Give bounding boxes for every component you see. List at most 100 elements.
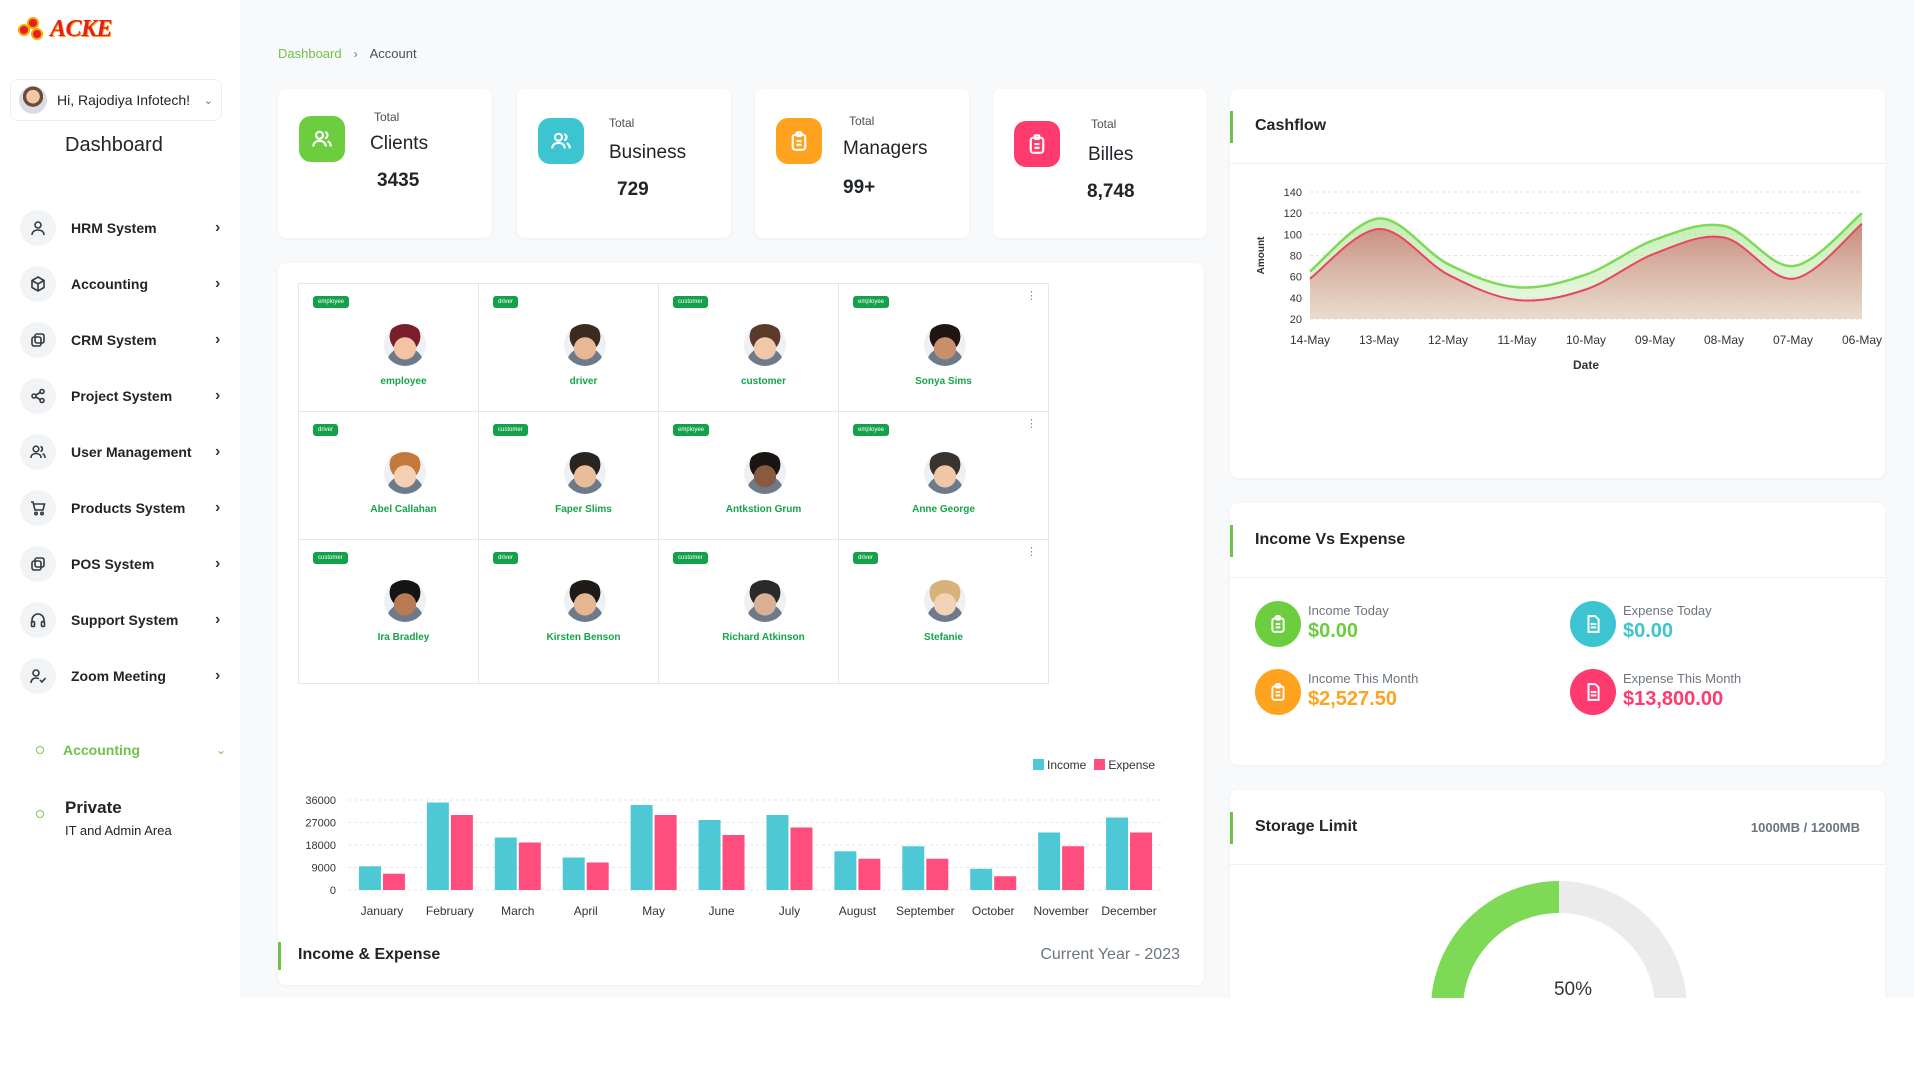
employee-card[interactable]: customer⋮Faper Slims [478,411,689,556]
y-tick-label: 36000 [305,795,336,807]
breadcrumb: Dashboard › Account [278,46,417,61]
bar-expense[interactable] [722,835,745,890]
employee-card[interactable]: customer⋮customer [658,283,869,428]
sidebar-item-label: Accounting [71,276,148,292]
more-options-icon[interactable]: ⋮ [1026,418,1037,430]
bar-income[interactable] [698,820,721,890]
stat-card-business[interactable]: Total Business 729 [517,89,731,238]
bar-income[interactable] [358,866,381,890]
sidebar-item-pos-system[interactable]: POS System › [20,536,230,592]
bar-expense[interactable] [518,842,541,891]
legend-expense[interactable]: Expense [1094,758,1155,772]
sidebar-item-hrm-system[interactable]: HRM System › [20,200,230,256]
role-badge: driver [853,552,879,564]
x-tick-label: July [779,904,800,918]
stat-value: 8,748 [1087,181,1135,202]
user-menu[interactable]: Hi, Rajodiya Infotech! ⌄ [10,79,222,121]
stat-value: 729 [617,179,649,200]
y-tick-label: 60 [1290,272,1302,284]
legend-income[interactable]: Income [1033,758,1086,772]
sidebar-item-crm-system[interactable]: CRM System › [20,312,230,368]
breadcrumb-home-link[interactable]: Dashboard [278,46,342,61]
more-options-icon[interactable]: ⋮ [1026,546,1037,558]
employee-card[interactable]: customer⋮Ira Bradley [298,539,509,684]
area-series-lower [1310,223,1862,319]
employee-card[interactable]: employee⋮Antkstion Grum [658,411,869,556]
stat-card-billes[interactable]: Total Billes 8,748 [993,89,1207,238]
bar-expense[interactable] [926,858,949,890]
bar-income[interactable] [834,851,857,890]
employee-name: Richard Atkinson [722,632,805,643]
role-badge: customer [673,296,708,308]
bar-income[interactable] [1106,817,1129,891]
role-badge: driver [493,552,519,564]
bar-income[interactable] [1038,832,1061,891]
line-series-upper[interactable] [1309,212,1863,289]
brand-name: ACKE [50,16,113,42]
bar-income[interactable] [766,815,789,890]
stat-name: Business [609,142,687,163]
bar-expense[interactable] [382,873,405,890]
employee-card[interactable]: driver ⋮ Stefanie [838,539,1049,684]
bar-expense[interactable] [994,876,1017,890]
bar-expense[interactable] [654,815,677,890]
clipboard-icon [1255,669,1301,715]
ie-value: $13,800.00 [1623,688,1724,710]
brand-logo[interactable]: ACKE [18,16,113,43]
role-badge: employee [853,296,890,308]
bar-income[interactable] [970,868,993,890]
bar-income[interactable] [902,846,925,890]
employee-name: driver [569,376,598,387]
role-badge: customer [493,424,528,436]
chevron-right-icon: › [215,499,221,516]
avatar [744,324,786,366]
stat-name: Managers [843,138,928,159]
bar-expense[interactable] [586,862,609,891]
y-tick-label: 40 [1290,293,1302,305]
cashflow-header: Cashflow [1230,89,1885,164]
sidebar-item-zoom-meeting[interactable]: Zoom Meeting › [20,648,230,704]
sidebar-item-products-system[interactable]: Products System › [20,480,230,536]
sidebar-item-label: Products System [71,500,186,516]
chevron-right-icon: › [215,667,221,684]
line-series-lower[interactable] [1309,222,1863,302]
avatar [384,452,426,494]
bar-income[interactable] [494,837,517,891]
stat-card-clients[interactable]: Total Clients 3435 [278,89,492,238]
employee-card[interactable]: customer⋮Richard Atkinson [658,539,869,684]
avatar [924,580,966,622]
stat-card-managers[interactable]: Total Managers 99+ [755,89,969,238]
bar-income[interactable] [630,805,653,890]
workspace-title: Private [65,798,122,817]
bar-income[interactable] [562,857,585,891]
bar-expense[interactable] [790,827,813,891]
x-tick-label: 12-May [1428,333,1468,347]
cashflow-area-chart: 20 40 60 80 100 120 140 14-May 13-May 12-May 11-Ma… [1256,187,1882,372]
bar-expense[interactable] [1130,832,1153,891]
employee-name: customer [740,376,786,387]
employee-name: Kirsten Benson [546,632,621,643]
income-vs-expense-title: Income Vs Expense [1255,531,1406,548]
sidebar-item-support-system[interactable]: Support System › [20,592,230,648]
employee-card[interactable]: employee ⋮ Sonya Sims [838,283,1049,428]
bar-expense[interactable] [1062,846,1085,890]
bar-expense[interactable] [450,815,473,890]
bar-income[interactable] [426,802,449,891]
sidebar-item-accounting[interactable]: Accounting › [20,256,230,312]
bar-expense[interactable] [858,858,881,890]
stat-label: Total [609,116,635,130]
chevron-right-icon: › [215,275,221,292]
more-options-icon[interactable]: ⋮ [1026,290,1037,302]
chart-legend: Income Expense [1033,758,1155,772]
employee-card[interactable]: driver⋮Abel Callahan [298,411,509,556]
sidebar-item-user-management[interactable]: User Management › [20,424,230,480]
sidebar-item-accounting-active[interactable]: Accounting ⌄ [36,735,226,765]
employee-card[interactable]: driver⋮driver [478,283,689,428]
x-tick-label: 07-May [1773,333,1813,347]
employee-card[interactable]: employee ⋮ Anne George [838,411,1049,556]
y-tick-label: 80 [1290,251,1302,263]
role-badge: driver [313,424,339,436]
ie-value: $2,527.50 [1308,688,1397,710]
sidebar-item-project-system[interactable]: Project System › [20,368,230,424]
chevron-right-icon: › [215,219,221,236]
